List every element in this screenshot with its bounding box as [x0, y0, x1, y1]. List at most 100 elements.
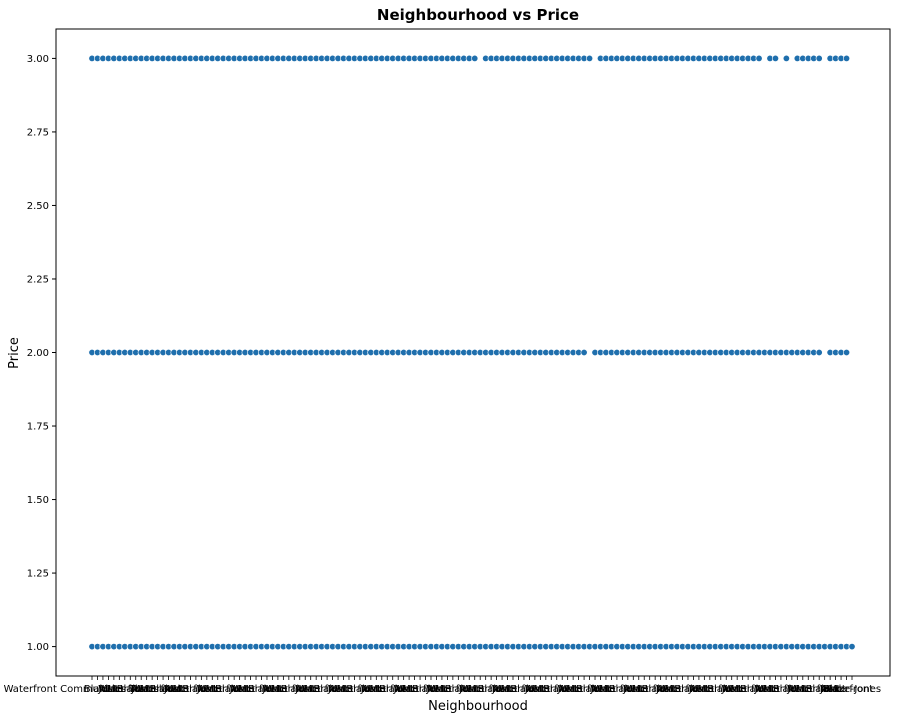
- x-tick-label: Ja: [327, 684, 337, 695]
- y-tick-label: 1.00: [27, 642, 49, 653]
- x-tick-label: Wa: [593, 684, 608, 695]
- x-tick-label: Waterfront: [459, 684, 512, 695]
- x-tick-label: Lt: [311, 684, 321, 695]
- x-tick-label: Ja: [491, 684, 501, 695]
- x-tick-label: Wa: [691, 684, 706, 695]
- x-tick-label: Ja: [655, 684, 665, 695]
- scatter-point: [580, 348, 588, 356]
- x-tick-label: Mc: [599, 684, 613, 695]
- x-tick-label: Blake: [313, 684, 340, 695]
- x-tick-label: Mc: [664, 684, 678, 695]
- x-tick-label: Lt: [213, 684, 223, 695]
- x-tick-label: Waterfront: [689, 684, 742, 695]
- x-tick-label: Ja: [589, 684, 599, 695]
- x-tick-label: Waterfront: [754, 684, 807, 695]
- x-tick-label: Wa: [790, 684, 805, 695]
- x-tick-label: Blake: [215, 684, 242, 695]
- x-tick-label: Mc: [172, 684, 186, 695]
- x-tick-label: Ja: [97, 684, 107, 695]
- x-tick-label: Lt: [508, 684, 518, 695]
- x-tick-label: Wa: [658, 684, 673, 695]
- x-tick-label: Lt: [147, 684, 157, 695]
- x-tick-label: Mc: [468, 684, 482, 695]
- x-tick-label: Wa: [494, 684, 509, 695]
- y-tick-label: 1.50: [27, 495, 49, 506]
- x-tick-label: Waterfront: [656, 684, 709, 695]
- data-points: [88, 54, 856, 651]
- x-tick-label: Wa: [330, 684, 345, 695]
- x-tick-label: Blake: [117, 684, 144, 695]
- x-tick-label: Wa: [560, 684, 575, 695]
- x-tick-label: Lt: [410, 684, 420, 695]
- x-tick-label: Blake: [281, 684, 308, 695]
- x-tick-label: Wa: [232, 684, 247, 695]
- x-tick-label: Blake: [641, 684, 668, 695]
- x-axis-label: Neighbourhood: [428, 699, 528, 714]
- x-tick-label: Blake: [773, 684, 800, 695]
- x-tick-label: Wa: [396, 684, 411, 695]
- x-tick-label: Wa: [134, 684, 149, 695]
- x-tick-label: Waterfront: [426, 684, 479, 695]
- x-tick-label: Mc: [140, 684, 154, 695]
- y-tick-label: 3.00: [27, 54, 49, 65]
- scatter-point: [848, 643, 856, 651]
- x-tick-label: Waterfront: [721, 684, 774, 695]
- x-tick-label: Waterfront: [623, 684, 676, 695]
- x-axis: Waterfront Communities-The IslandBlakeJa…: [4, 676, 881, 695]
- x-tick-label: Lt: [836, 684, 846, 695]
- x-tick-label: Waterfront Communities-The Island: [4, 684, 181, 695]
- x-tick-label: Ja: [130, 684, 140, 695]
- scatter-point: [843, 348, 851, 356]
- x-tick-label: Mc: [435, 684, 449, 695]
- x-tick-label: Wa: [527, 684, 542, 695]
- x-tick-label: Wa: [462, 684, 477, 695]
- x-tick-label: Lt: [771, 684, 781, 695]
- x-tick-label: Ja: [360, 684, 370, 695]
- x-tick-label: Blake-Jones: [823, 684, 881, 695]
- x-tick-label: Ja: [393, 684, 403, 695]
- x-tick-label: Waterfront: [393, 684, 446, 695]
- x-tick-label: Waterfront: [820, 684, 873, 695]
- x-tick-label: Mc: [566, 684, 580, 695]
- y-tick-label: 2.75: [27, 127, 49, 138]
- x-tick-label: Blake: [543, 684, 570, 695]
- scatter-point: [782, 54, 790, 62]
- x-tick-label: Ja: [688, 684, 698, 695]
- x-tick-label: Wa: [298, 684, 313, 695]
- x-tick-label: Waterfront: [262, 684, 315, 695]
- x-tick-label: Blake: [379, 684, 406, 695]
- x-tick-label: Waterfront: [492, 684, 545, 695]
- y-tick-label: 1.25: [27, 569, 49, 580]
- x-tick-label: Mc: [304, 684, 318, 695]
- x-tick-label: Waterfront: [787, 684, 840, 695]
- x-tick-label: Blake: [149, 684, 176, 695]
- x-tick-label: Mc: [763, 684, 777, 695]
- x-tick-label: Blake: [248, 684, 275, 695]
- x-tick-label: Blake: [740, 684, 767, 695]
- x-tick-label: Lt: [541, 684, 551, 695]
- x-tick-label: Waterfront: [590, 684, 643, 695]
- chart-title: Neighbourhood vs Price: [377, 6, 579, 24]
- x-tick-label: Wa: [626, 684, 641, 695]
- x-tick-label: Lt: [180, 684, 190, 695]
- x-tick-label: Ja: [557, 684, 567, 695]
- x-tick-label: Mc: [238, 684, 252, 695]
- y-axis: 1.00 1.25 1.50 1.75 2.00 2.25 2.50 2.75 3.00: [27, 54, 56, 653]
- scatter-point: [471, 54, 479, 62]
- x-tick-label: Mc: [829, 684, 843, 695]
- scatter-point: [815, 348, 823, 356]
- x-tick-label: Ja: [425, 684, 435, 695]
- x-tick-label: Blake: [84, 684, 111, 695]
- x-tick-label: Ja: [754, 684, 764, 695]
- x-tick-label: Mc: [796, 684, 810, 695]
- x-tick-label: Waterfront: [328, 684, 381, 695]
- x-tick-label: Waterfront: [557, 684, 610, 695]
- x-tick-label: Lt: [607, 684, 617, 695]
- x-tick-label: Wa: [101, 684, 116, 695]
- x-tick-label: Blake: [182, 684, 209, 695]
- scatter-point: [771, 54, 779, 62]
- x-tick-label: Mc: [697, 684, 711, 695]
- x-tick-label: Mc: [533, 684, 547, 695]
- x-tick-label: Wa: [429, 684, 444, 695]
- x-tick-label: Mc: [402, 684, 416, 695]
